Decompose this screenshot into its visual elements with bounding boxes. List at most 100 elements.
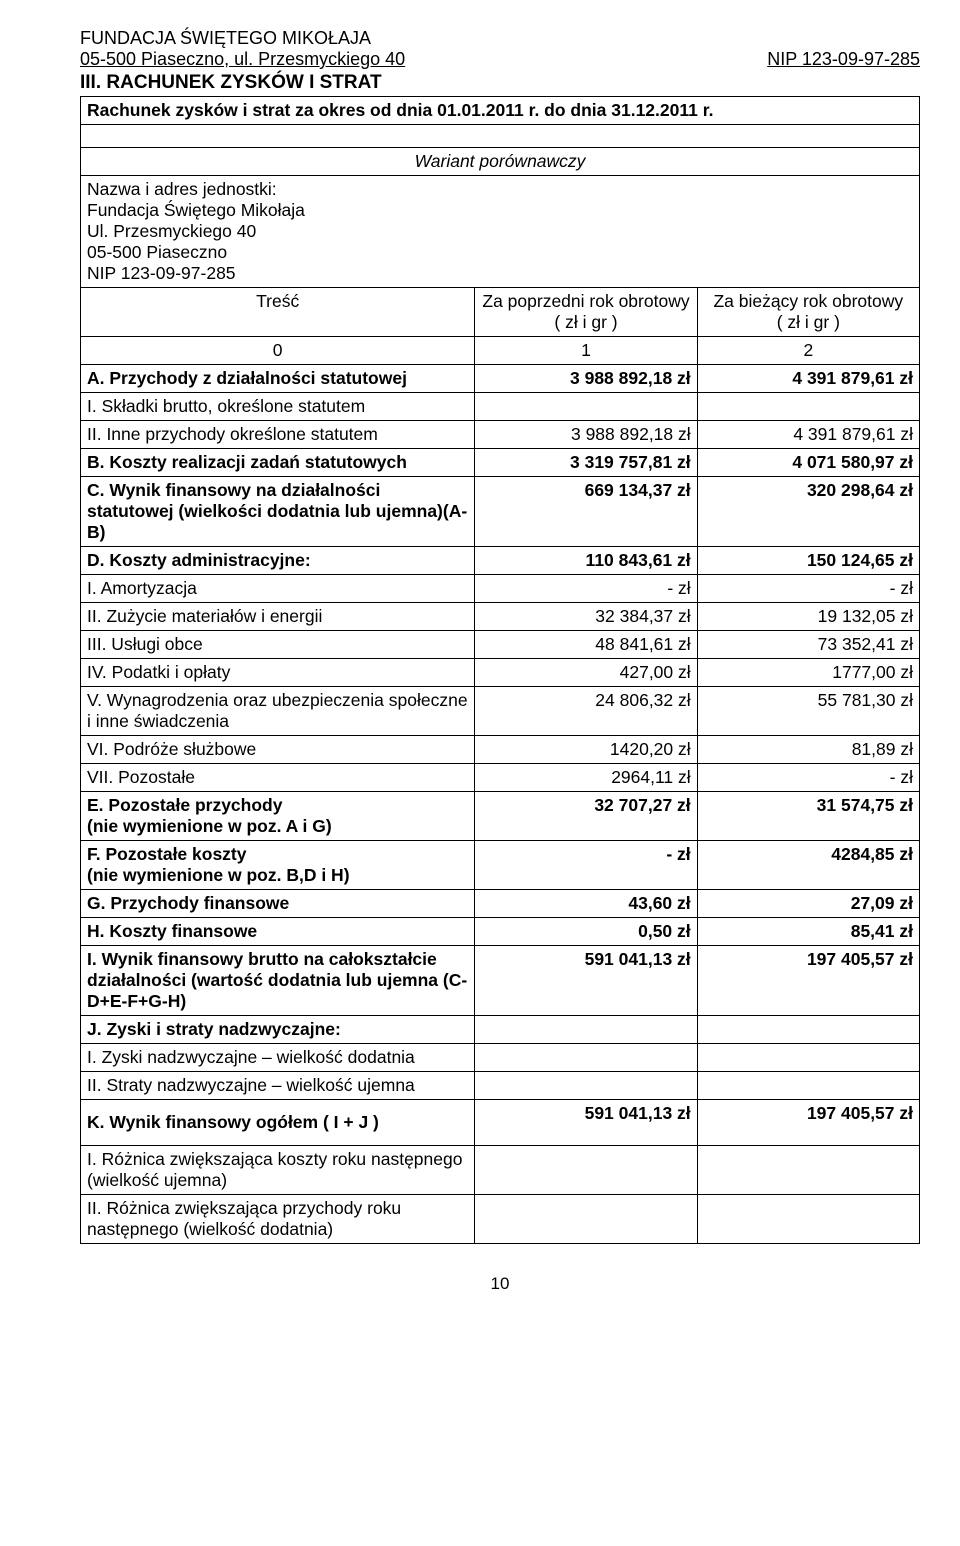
variant-row: Wariant porównawczy [81,148,920,176]
unit-line2: Fundacja Świętego Mikołaja [87,200,913,221]
label-E-sub: (nie wymienione w poz. A i G) [87,816,332,836]
label-DVI: VI. Podróże służbowe [81,736,475,764]
page-header: FUNDACJA ŚWIĘTEGO MIKOŁAJA 05-500 Piasec… [80,28,920,70]
prev-A: 3 988 892,18 zł [475,365,697,393]
subtitle-row: Rachunek zysków i strat za okres od dnia… [81,97,920,125]
idx-1: 1 [475,337,697,365]
curr-AI [697,393,919,421]
row-AII: II. Inne przychody określone statutem 3 … [81,421,920,449]
row-C: C. Wynik finansowy na działalności statu… [81,477,920,547]
curr-DII: 19 132,05 zł [697,603,919,631]
label-A: A. Przychody z działalności statutowej [81,365,475,393]
curr-DV: 55 781,30 zł [697,687,919,736]
row-B: B. Koszty realizacji zadań statutowych 3… [81,449,920,477]
unit-line3: Ul. Przesmyckiego 40 [87,221,913,242]
idx-0: 0 [81,337,475,365]
prev-JII [475,1072,697,1100]
curr-E: 31 574,75 zł [697,792,919,841]
prev-B: 3 319 757,81 zł [475,449,697,477]
curr-DIII: 73 352,41 zł [697,631,919,659]
variant-label: Wariant porównawczy [81,148,920,176]
curr-DVI: 81,89 zł [697,736,919,764]
label-DIV: IV. Podatki i opłaty [81,659,475,687]
prev-DII: 32 384,37 zł [475,603,697,631]
prev-DIV: 427,00 zł [475,659,697,687]
curr-H: 85,41 zł [697,918,919,946]
row-D: D. Koszty administracyjne: 110 843,61 zł… [81,547,920,575]
prev-DIII: 48 841,61 zł [475,631,697,659]
section-title: III. RACHUNEK ZYSKÓW I STRAT [80,72,920,94]
row-DVI: VI. Podróże służbowe 1420,20 zł 81,89 zł [81,736,920,764]
head-curr-unit: ( zł i gr ) [704,312,913,333]
unit-line1: Nazwa i adres jednostki: [87,179,913,200]
curr-K: 197 405,57 zł [697,1100,919,1146]
prev-I: 591 041,13 zł [475,946,697,1016]
label-DIII: III. Usługi obce [81,631,475,659]
pl-table: Rachunek zysków i strat za okres od dnia… [80,96,920,1244]
unit-line5: NIP 123-09-97-285 [87,263,913,284]
prev-G: 43,60 zł [475,890,697,918]
row-DII: II. Zużycie materiałów i energii 32 384,… [81,603,920,631]
label-DV: V. Wynagrodzenia oraz ubezpieczenia społ… [81,687,475,736]
row-J: J. Zyski i straty nadzwyczajne: [81,1016,920,1044]
label-F-main: F. Pozostałe koszty [87,844,247,864]
head-curr-label: Za bieżący rok obrotowy [704,291,913,312]
page-number: 10 [80,1274,920,1294]
index-row: 0 1 2 [81,337,920,365]
row-DIII: III. Usługi obce 48 841,61 zł 73 352,41 … [81,631,920,659]
row-I: I. Wynik finansowy brutto na całokształc… [81,946,920,1016]
row-JII: II. Straty nadzwyczajne – wielkość ujemn… [81,1072,920,1100]
prev-DV: 24 806,32 zł [475,687,697,736]
section-name: RACHUNEK ZYSKÓW I STRAT [106,72,381,93]
label-K: K. Wynik finansowy ogółem ( I + J ) [81,1100,475,1146]
prev-DVI: 1420,20 zł [475,736,697,764]
label-KII: II. Różnica zwiększająca przychody roku … [81,1195,475,1244]
curr-DVII: - zł [697,764,919,792]
unit-block: Nazwa i adres jednostki: Fundacja Święte… [81,176,920,288]
row-K: K. Wynik finansowy ogółem ( I + J ) 591 … [81,1100,920,1146]
prev-KI [475,1146,697,1195]
curr-KI [697,1146,919,1195]
prev-KII [475,1195,697,1244]
row-DIV: IV. Podatki i opłaty 427,00 zł 1777,00 z… [81,659,920,687]
label-F: F. Pozostałe koszty (nie wymienione w po… [81,841,475,890]
row-A: A. Przychody z działalności statutowej 3… [81,365,920,393]
prev-JI [475,1044,697,1072]
label-B: B. Koszty realizacji zadań statutowych [81,449,475,477]
prev-AI [475,393,697,421]
prev-C: 669 134,37 zł [475,477,697,547]
label-KI: I. Różnica zwiększająca koszty roku nast… [81,1146,475,1195]
unit-line4: 05-500 Piaseczno [87,242,913,263]
curr-JI [697,1044,919,1072]
label-DII: II. Zużycie materiałów i energii [81,603,475,631]
label-E-main: E. Pozostałe przychody [87,795,282,815]
label-E: E. Pozostałe przychody (nie wymienione w… [81,792,475,841]
curr-D: 150 124,65 zł [697,547,919,575]
row-F: F. Pozostałe koszty (nie wymienione w po… [81,841,920,890]
row-H: H. Koszty finansowe 0,50 zł 85,41 zł [81,918,920,946]
subtitle: Rachunek zysków i strat za okres od dnia… [81,97,920,125]
head-tresc: Treść [81,288,475,337]
prev-AII: 3 988 892,18 zł [475,421,697,449]
curr-A: 4 391 879,61 zł [697,365,919,393]
head-prev-unit: ( zł i gr ) [481,312,690,333]
curr-DIV: 1777,00 zł [697,659,919,687]
column-head-row: Treść Za poprzedni rok obrotowy ( zł i g… [81,288,920,337]
head-prev: Za poprzedni rok obrotowy ( zł i gr ) [475,288,697,337]
label-F-sub: (nie wymienione w poz. B,D i H) [87,865,350,885]
label-DI: I. Amortyzacja [81,575,475,603]
label-H: H. Koszty finansowe [81,918,475,946]
label-AI: I. Składki brutto, określone statutem [81,393,475,421]
row-JI: I. Zyski nadzwyczajne – wielkość dodatni… [81,1044,920,1072]
label-G: G. Przychody finansowe [81,890,475,918]
row-KI: I. Różnica zwiększająca koszty roku nast… [81,1146,920,1195]
curr-G: 27,09 zł [697,890,919,918]
prev-DVII: 2964,11 zł [475,764,697,792]
row-G: G. Przychody finansowe 43,60 zł 27,09 zł [81,890,920,918]
org-name: FUNDACJA ŚWIĘTEGO MIKOŁAJA [80,28,920,49]
prev-K: 591 041,13 zł [475,1100,697,1146]
curr-J [697,1016,919,1044]
label-AII: II. Inne przychody określone statutem [81,421,475,449]
blank-row [81,125,920,148]
row-E: E. Pozostałe przychody (nie wymienione w… [81,792,920,841]
